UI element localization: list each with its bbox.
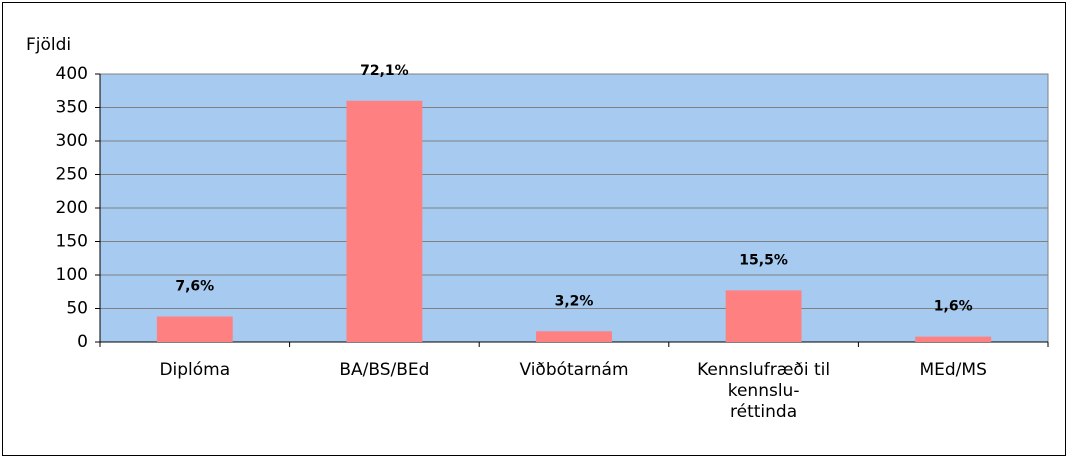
y-tick-label: 300 xyxy=(56,131,88,151)
bar xyxy=(915,336,992,342)
y-tick-label: 50 xyxy=(66,299,88,319)
y-tick-label: 350 xyxy=(56,98,88,118)
data-label: 1,6% xyxy=(934,299,973,315)
data-label: 7,6% xyxy=(175,279,214,295)
x-tick-label: MEd/MS xyxy=(919,360,987,380)
x-tick-label: Kennslufræði til kennslu- réttinda xyxy=(697,360,831,422)
data-label: 72,1% xyxy=(360,63,409,79)
bar xyxy=(536,331,612,342)
x-tick-label: Viðbótarnám xyxy=(519,360,629,380)
y-tick-label: 100 xyxy=(56,265,88,285)
y-axis-label: Fjöldi xyxy=(26,35,71,55)
bar xyxy=(346,100,423,342)
y-tick-label: 400 xyxy=(56,64,88,84)
x-tick-label: Diplóma xyxy=(159,360,231,380)
y-tick-label: 150 xyxy=(56,232,88,252)
x-tick-label: BA/BS/BEd xyxy=(339,360,430,380)
bar xyxy=(725,290,802,342)
data-label: 15,5% xyxy=(739,252,788,268)
y-tick-label: 0 xyxy=(77,332,88,352)
y-tick-label: 250 xyxy=(56,165,88,185)
y-tick-label: 200 xyxy=(56,198,88,218)
bar xyxy=(156,316,233,342)
data-label: 3,2% xyxy=(555,293,594,309)
